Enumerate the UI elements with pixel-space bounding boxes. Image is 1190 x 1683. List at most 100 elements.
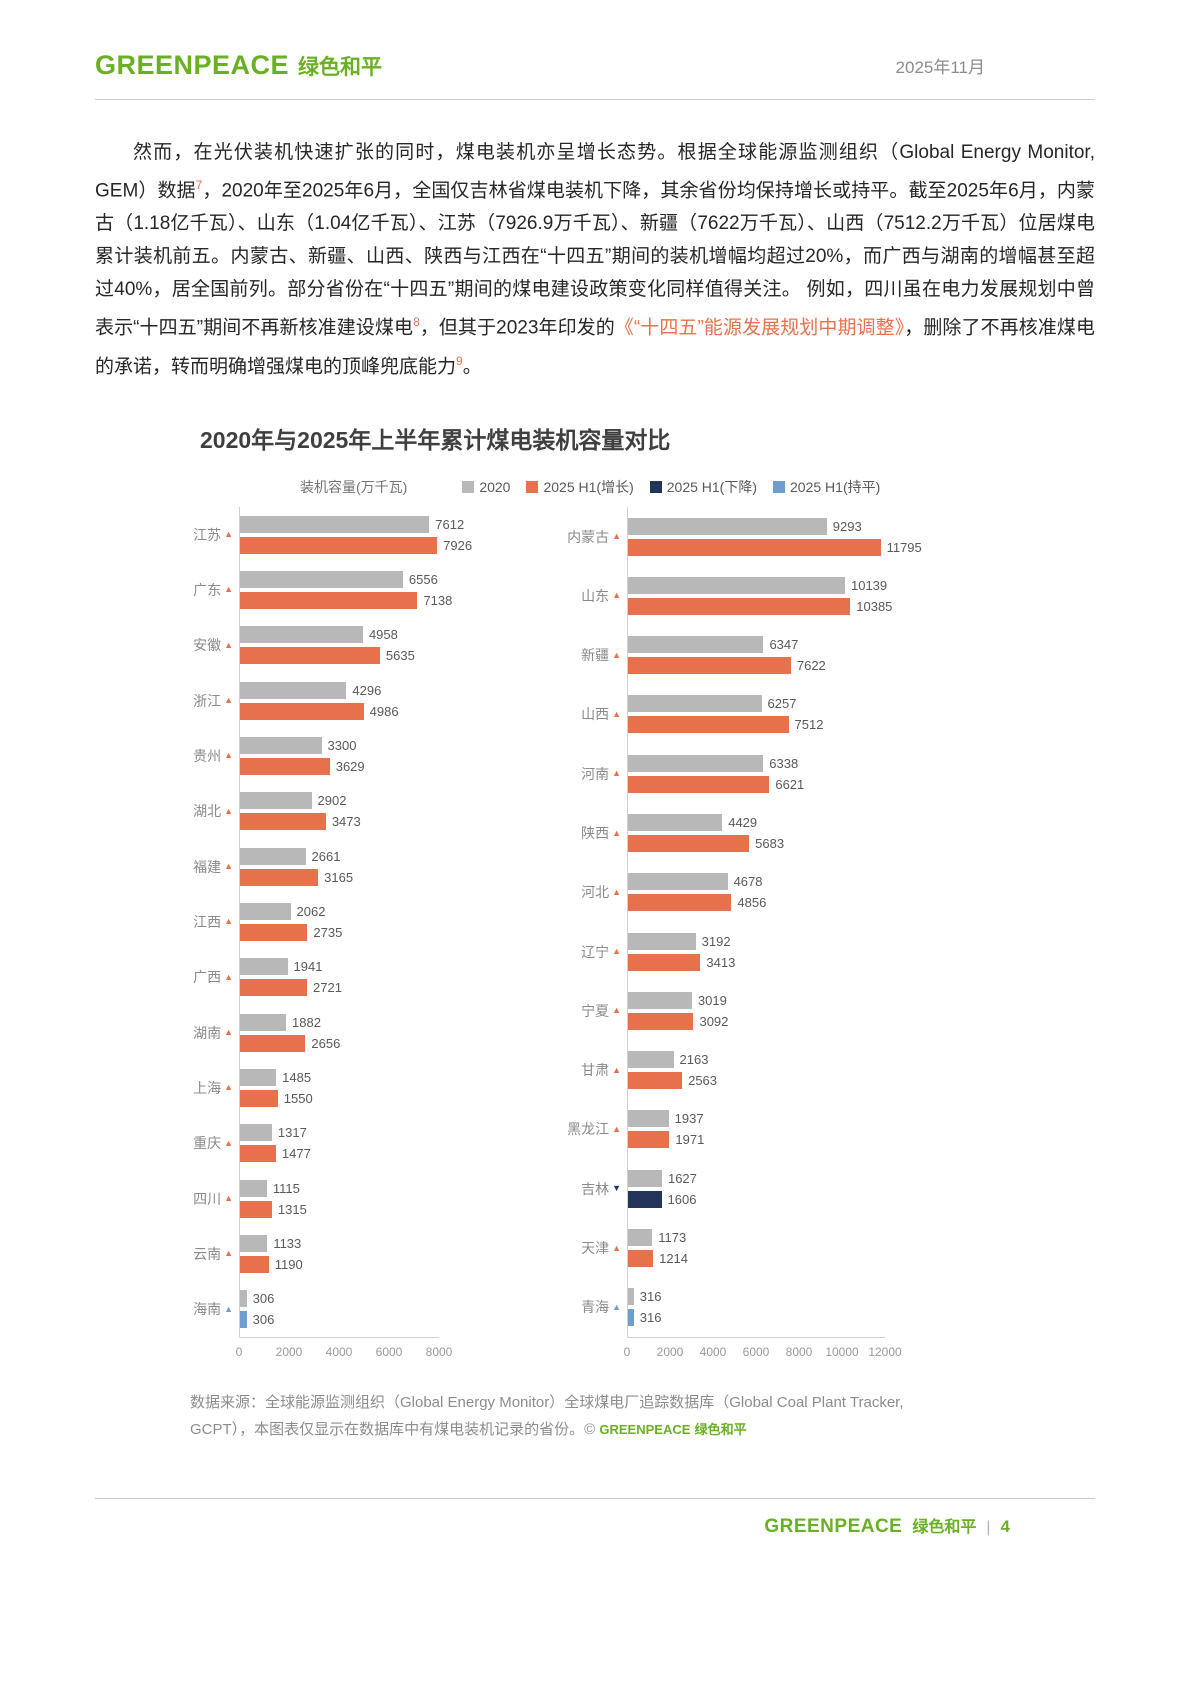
bar-line: 3019 xyxy=(627,991,885,1009)
bar-2025 xyxy=(627,597,851,615)
bar-value-label: 3413 xyxy=(706,954,736,970)
bar-group: 1941 2721 xyxy=(239,958,439,997)
province-name: 福建 xyxy=(193,858,222,875)
province-name: 山西 xyxy=(581,706,610,723)
province-name: 陕西 xyxy=(581,825,610,842)
bar-2020 xyxy=(627,517,827,535)
bar-line: 2062 xyxy=(239,902,439,920)
province-label: 湖南 ▲ xyxy=(183,1023,233,1043)
bar-line: 1317 xyxy=(239,1124,439,1142)
panel-rows: 内蒙古 ▲ 9293 11795 山东 ▲ 10139 10385 新疆 ▲ 6347 7622 山西 ▲… xyxy=(557,506,922,1337)
bar-value-label: 1606 xyxy=(667,1191,697,1207)
bar-value-label: 5683 xyxy=(755,836,785,852)
legend-label: 2025 H1(增长) xyxy=(543,478,634,495)
bar-value-label: 2661 xyxy=(311,848,341,864)
trend-up-icon: ▲ xyxy=(224,1137,233,1148)
province-label: 广东 ▲ xyxy=(183,580,233,600)
bar-line: 7138 xyxy=(239,591,452,609)
province-row: 福建 ▲ 2661 3165 xyxy=(183,847,439,886)
bar-group: 306 306 xyxy=(239,1290,439,1329)
bar-group: 1133 1190 xyxy=(239,1234,439,1273)
bar-2020 xyxy=(239,1290,247,1308)
bar-value-label: 1133 xyxy=(273,1235,302,1251)
bar-group: 10139 10385 xyxy=(627,576,892,615)
province-name: 山东 xyxy=(581,587,610,604)
bar-value-label: 1485 xyxy=(282,1069,312,1085)
province-name: 吉林 xyxy=(581,1180,610,1197)
trend-up-icon: ▲ xyxy=(612,1242,621,1253)
bar-group: 2661 3165 xyxy=(239,847,439,886)
bar-value-label: 5635 xyxy=(385,648,415,664)
province-label: 贵州 ▲ xyxy=(183,746,233,766)
province-row: 江苏 ▲ 7612 7926 xyxy=(183,515,472,554)
paragraph-segment: 然而，在光伏装机快速扩张的同时，煤电装机亦呈增长态势。根据全球能源监测组织（Gl… xyxy=(95,142,1095,202)
bar-line: 1485 xyxy=(239,1068,439,1086)
axis-tick-label: 0 xyxy=(235,1344,243,1359)
province-name: 海南 xyxy=(193,1301,222,1318)
chart-legend: 装机容量(万千瓦) 2020 2025 H1(增长) 2025 H1(下降) 2025… xyxy=(300,477,1095,497)
bar-2020 xyxy=(627,1169,662,1187)
bar-value-label: 306 xyxy=(252,1312,275,1328)
trend-up-icon: ▲ xyxy=(224,805,233,816)
bar-value-label: 1477 xyxy=(281,1146,311,1162)
trend-down-icon: ▼ xyxy=(612,1183,621,1194)
trend-up-icon: ▲ xyxy=(612,649,621,660)
province-row: 天津 ▲ 1173 1214 xyxy=(557,1229,885,1267)
province-label: 重庆 ▲ xyxy=(183,1133,233,1153)
chart-section: 2020年与2025年上半年累计煤电装机容量对比 装机容量(万千瓦) 2020 2… xyxy=(95,383,1095,1443)
bar-value-label: 3629 xyxy=(335,758,365,774)
trend-up-icon: ▲ xyxy=(224,1027,233,1038)
bar-2025 xyxy=(239,868,319,886)
bar-value-label: 1173 xyxy=(658,1230,687,1245)
bar-line: 4429 xyxy=(627,814,885,832)
x-axis: 0 2000 4000 6000 8000 xyxy=(235,1336,452,1365)
province-label: 甘肃 ▲ xyxy=(557,1060,621,1080)
bar-value-label: 11795 xyxy=(886,539,922,555)
province-label: 上海 ▲ xyxy=(183,1078,233,1098)
province-row: 湖北 ▲ 2902 3473 xyxy=(183,792,439,831)
bar-line: 7926 xyxy=(239,536,472,554)
footer-divider xyxy=(95,1498,1095,1499)
province-name: 云南 xyxy=(193,1245,222,1262)
bar-value-label: 2563 xyxy=(688,1073,718,1089)
bar-group: 316 316 xyxy=(627,1288,885,1327)
bar-line: 10385 xyxy=(627,597,892,615)
bar-2025 xyxy=(627,835,750,853)
trend-up-icon: ▲ xyxy=(224,1193,233,1204)
page-number: 4 xyxy=(1000,1517,1010,1536)
bar-group: 3192 3413 xyxy=(627,932,885,971)
bar-2020 xyxy=(239,1179,267,1197)
bar-2020 xyxy=(627,1110,669,1128)
province-name: 河南 xyxy=(581,765,610,782)
bar-line: 2735 xyxy=(239,923,439,941)
province-row: 安徽 ▲ 4958 5635 xyxy=(183,626,439,665)
trend-up-icon: ▲ xyxy=(612,1301,621,1312)
trend-up-icon: ▲ xyxy=(224,1248,233,1259)
bar-line: 316 xyxy=(627,1309,885,1327)
paragraph-segment: ，删除了不再核准煤电的承诺，转而明确增强煤电的顶峰兜底能力 xyxy=(95,317,1095,377)
bar-line: 4678 xyxy=(627,873,885,891)
bar-line: 4986 xyxy=(239,702,439,720)
bar-value-label: 4958 xyxy=(368,627,398,643)
bar-group: 4296 4986 xyxy=(239,681,439,720)
trend-up-icon: ▲ xyxy=(612,768,621,779)
bar-group: 3300 3629 xyxy=(239,736,439,775)
province-row: 吉林 ▼ 1627 1606 xyxy=(557,1169,885,1208)
province-row: 广西 ▲ 1941 2721 xyxy=(183,958,439,997)
bar-value-label: 10139 xyxy=(850,577,888,593)
bar-value-label: 7622 xyxy=(796,658,826,674)
bar-value-label: 4429 xyxy=(728,815,758,831)
legend-swatch xyxy=(526,480,539,493)
bar-line: 6257 xyxy=(627,695,885,713)
bar-line: 2902 xyxy=(239,792,439,810)
bar-value-label: 1317 xyxy=(277,1125,307,1141)
bar-2020 xyxy=(239,570,403,588)
bar-line: 5683 xyxy=(627,835,885,853)
bar-line: 3629 xyxy=(239,757,439,775)
bar-value-label: 6338 xyxy=(769,755,799,771)
bar-2020 xyxy=(239,626,363,644)
trend-up-icon: ▲ xyxy=(612,886,621,897)
province-name: 上海 xyxy=(193,1079,222,1096)
province-row: 广东 ▲ 6556 7138 xyxy=(183,570,452,609)
